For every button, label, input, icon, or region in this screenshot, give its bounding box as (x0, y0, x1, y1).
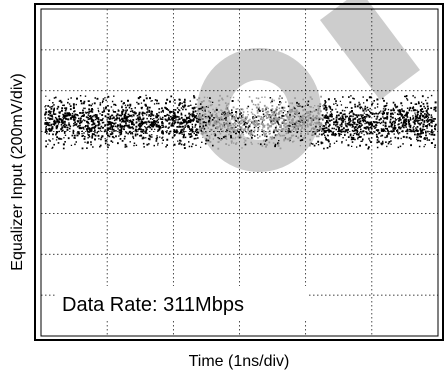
annotation-backdrop (56, 286, 308, 320)
eye-trace-points (44, 94, 437, 150)
eye-trace-points-under-watermark (195, 94, 324, 150)
y-axis-label: Equalizer Input (200mV/div) (9, 73, 26, 270)
x-axis-label: Time (1ns/div) (189, 353, 290, 370)
eye-diagram-trace (44, 94, 437, 150)
graticule (41, 9, 438, 336)
plot-frame-outer (34, 3, 444, 341)
plot-frame-inner (40, 8, 439, 337)
data-rate-annotation: Data Rate: 311Mbps (62, 294, 244, 316)
